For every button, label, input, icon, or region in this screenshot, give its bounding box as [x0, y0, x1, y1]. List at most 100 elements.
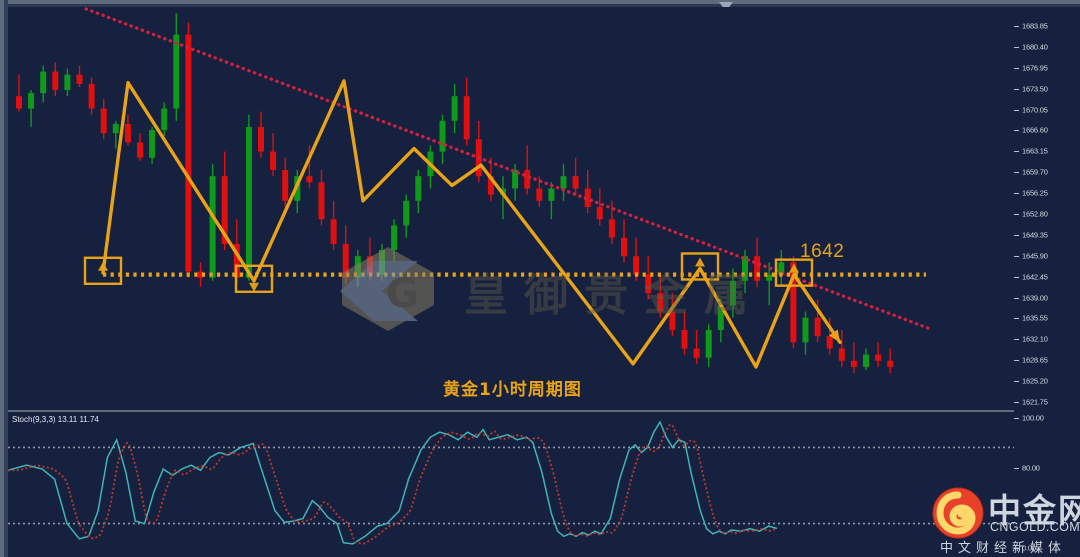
candle-body — [621, 237, 627, 257]
price-axis-tick — [1014, 318, 1019, 320]
candle-body — [391, 225, 398, 251]
window-notch-icon[interactable] — [719, 2, 733, 9]
stochastic-axis-label: 100.00 — [1022, 413, 1044, 423]
stochastic-axis-tick — [1014, 548, 1019, 549]
candle-body — [318, 182, 325, 220]
candle-body — [64, 74, 71, 91]
candle-body — [802, 317, 809, 343]
candle-body — [487, 176, 494, 195]
candle-body — [572, 176, 579, 189]
candle-body — [608, 219, 615, 238]
candle-body — [633, 256, 640, 275]
candle-body — [149, 130, 156, 158]
price-axis-tick — [1014, 130, 1019, 132]
candle-body — [742, 256, 748, 281]
candle-body — [245, 126, 252, 278]
projection-arrowhead — [828, 329, 840, 343]
candle-body — [221, 176, 228, 244]
price-axis-label: 1666.60 — [1022, 125, 1048, 135]
price-axis-tick — [1014, 151, 1019, 153]
candle-body — [754, 256, 761, 281]
candle-body — [40, 71, 47, 94]
candle-body — [330, 219, 337, 244]
price-axis-tick — [1014, 402, 1019, 403]
price-axis-label: 1621.75 — [1022, 397, 1048, 407]
signal-box-marker[interactable] — [83, 256, 123, 285]
price-axis-label: 1635.55 — [1022, 313, 1048, 323]
price-axis-tick — [1014, 234, 1019, 236]
candle-body — [850, 360, 857, 367]
candle-body — [596, 206, 603, 220]
price-axis-label: 1683.85 — [1022, 21, 1048, 31]
stochastic-pane[interactable] — [8, 412, 1014, 555]
candle-body — [403, 200, 410, 226]
price-axis-label: 1663.15 — [1022, 146, 1048, 156]
candle-body — [729, 280, 736, 306]
candle-body — [173, 34, 180, 109]
candle-body — [863, 354, 869, 367]
stochastic-axis-tick — [1014, 468, 1019, 469]
zigzag-marker-arrow — [98, 261, 108, 271]
candle-body — [209, 176, 216, 278]
zigzag-marker-arrow — [249, 282, 259, 292]
candle-body — [76, 74, 83, 84]
window-frame-top-inner — [0, 4, 1080, 7]
price-axis-tick — [1014, 88, 1019, 90]
stochastic-k-line — [8, 420, 778, 545]
candle-body — [366, 256, 373, 275]
candle-body — [584, 188, 591, 207]
signal-box-marker[interactable] — [774, 258, 814, 287]
price-chart-svg — [16, 7, 935, 374]
price-axis-tick — [1014, 255, 1019, 257]
candle-body — [669, 311, 676, 331]
zigzag-marker-arrow — [789, 263, 799, 273]
chart-caption: 黄金1小时周期图 — [443, 380, 582, 400]
price-axis-tick — [1014, 46, 1019, 48]
price-axis-tick — [1014, 193, 1019, 195]
stochastic-axis-tick — [1014, 418, 1019, 419]
candle-body — [681, 330, 688, 349]
price-chart-pane[interactable] — [8, 7, 1014, 410]
candle-body — [778, 262, 785, 275]
window-frame-top — [0, 0, 1080, 4]
stochastic-legend: Stoch(9,3,3) 13.11 11.74 — [12, 415, 99, 424]
candle-body — [88, 83, 95, 109]
candle-body — [124, 123, 131, 143]
price-axis-label: 1645.90 — [1022, 251, 1048, 261]
price-axis-tick — [1014, 214, 1019, 215]
price-axis[interactable]: 1683.85 1680.40 1676.95 1673.50 1670.05 1666.… — [1014, 7, 1080, 555]
price-axis-tick — [1014, 109, 1019, 111]
price-axis-label: 1680.40 — [1022, 42, 1048, 52]
price-axis-tick — [1014, 360, 1019, 362]
stochastic-axis-label: 0.00 — [1022, 543, 1036, 553]
signal-box-marker[interactable] — [680, 252, 720, 281]
candle-body — [838, 348, 845, 361]
candle-body — [887, 360, 894, 367]
candle-body — [100, 108, 107, 134]
candle-body — [270, 151, 277, 171]
candle-body — [112, 123, 119, 134]
candle-body — [16, 96, 22, 109]
zigzag-marker-arrow — [695, 257, 705, 267]
signal-box-marker[interactable] — [234, 264, 274, 293]
candle-body — [137, 142, 143, 158]
price-axis-label: 1673.50 — [1022, 84, 1048, 94]
candle-body — [52, 71, 59, 91]
price-axis-tick — [1014, 297, 1019, 299]
price-axis-tick — [1014, 26, 1019, 27]
price-axis-tick — [1014, 172, 1019, 174]
candle-body — [28, 93, 35, 109]
candle-body — [306, 176, 313, 183]
price-axis-label: 1625.20 — [1022, 376, 1048, 386]
candle-body — [693, 348, 700, 358]
candle-body — [814, 317, 821, 337]
candle-body — [717, 305, 724, 331]
price-axis-label: 1642.45 — [1022, 272, 1048, 282]
candle-body — [161, 108, 168, 131]
price-axis-label: 1659.70 — [1022, 167, 1048, 177]
candle-body — [548, 188, 555, 201]
price-axis-label: 1639.00 — [1022, 293, 1048, 303]
stochastic-d-line — [8, 423, 778, 545]
candle-body — [512, 170, 519, 189]
